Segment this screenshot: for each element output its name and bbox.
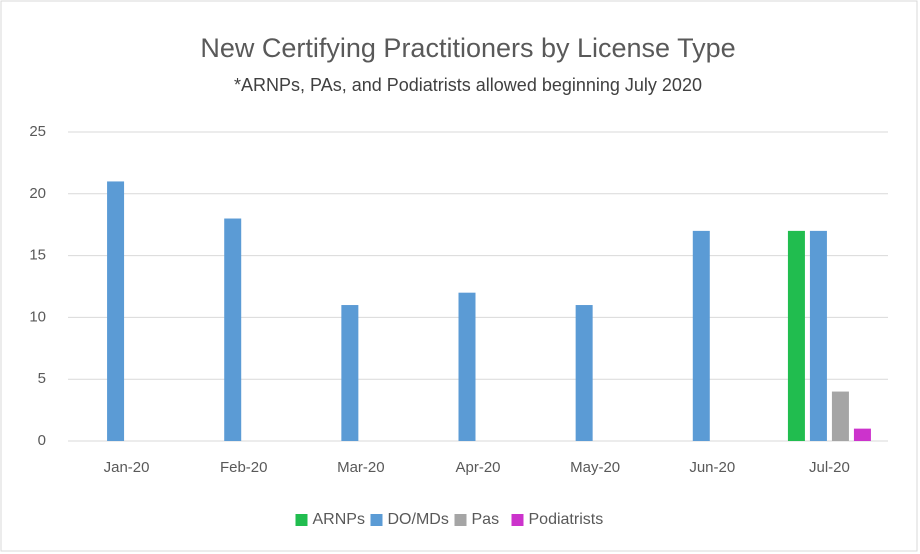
bar [692, 230, 710, 441]
x-tick-label: Apr-20 [455, 459, 500, 476]
x-tick-label: Jul-20 [809, 459, 850, 476]
bar [787, 230, 805, 441]
y-tick-label: 25 [29, 123, 46, 140]
y-tick-label: 10 [29, 308, 46, 325]
y-tick-label: 5 [38, 370, 46, 387]
y-tick-label: 20 [29, 185, 46, 202]
legend-swatch [511, 514, 524, 526]
bar [575, 305, 593, 441]
legend-label: ARNPs [313, 511, 365, 528]
bar [107, 181, 125, 441]
x-tick-label: Mar-20 [337, 459, 385, 476]
chart-subtitle: *ARNPs, PAs, and Podiatrists allowed beg… [234, 75, 702, 95]
y-tick-label: 15 [29, 247, 46, 264]
bar [224, 218, 242, 441]
legend-swatch [454, 514, 467, 526]
bar [458, 292, 476, 441]
legend-label: Podiatrists [529, 511, 604, 528]
chart-title: New Certifying Practitioners by License … [200, 33, 735, 63]
bar [853, 428, 871, 441]
legend-swatch [295, 514, 308, 526]
bar [341, 305, 359, 441]
x-tick-label: Feb-20 [220, 459, 268, 476]
bar [831, 391, 849, 441]
x-tick-label: May-20 [570, 459, 620, 476]
legend-label: Pas [472, 511, 500, 528]
x-tick-label: Jun-20 [689, 459, 735, 476]
bar [809, 230, 827, 441]
legend-label: DO/MDs [388, 511, 449, 528]
legend-swatch [370, 514, 383, 526]
y-tick-label: 0 [38, 432, 46, 449]
x-tick-label: Jan-20 [104, 459, 150, 476]
